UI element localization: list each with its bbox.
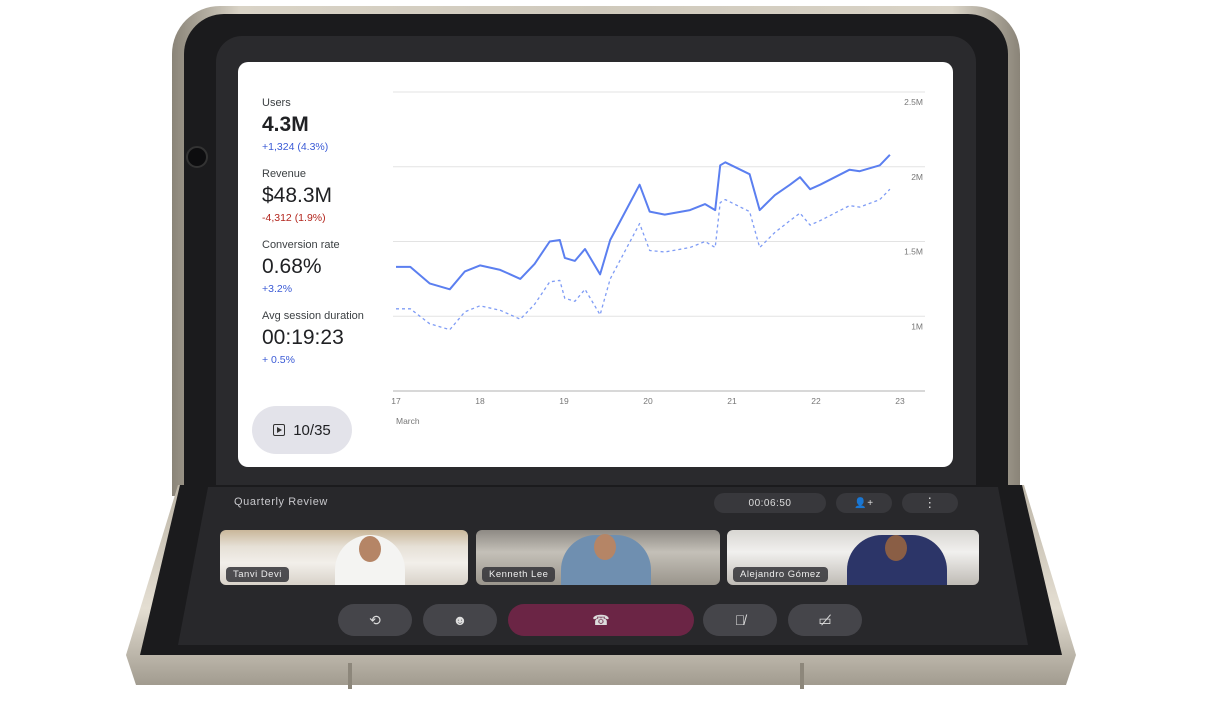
flip-camera-button[interactable]: ⟲ (338, 604, 412, 636)
presentation-slide: Users 4.3M +1,324 (4.3%) Revenue $48.3M … (238, 62, 953, 467)
stat-label-users: Users (262, 97, 291, 109)
more-options-button[interactable]: ⋮ (902, 493, 958, 513)
x-tick-label: 19 (559, 396, 569, 406)
end-call-icon: ☎ (592, 611, 610, 628)
more-vert-icon: ⋮ (923, 495, 937, 510)
camera-off-button[interactable]: ▭̸ (788, 604, 862, 636)
participant-name: Tanvi Devi (226, 567, 289, 582)
person-add-icon: 👤+ (854, 497, 874, 509)
series-line-solid (396, 154, 891, 291)
x-tick-label: 23 (895, 396, 905, 406)
slide-counter-button[interactable]: 10/35 (252, 406, 352, 454)
y-tick-label: 2M (911, 172, 923, 182)
participant-tile[interactable]: Kenneth Lee (476, 530, 720, 585)
participant-tile[interactable]: Alejandro Gómez (727, 530, 979, 585)
hinge-mark (800, 663, 804, 689)
emoji-icon: ☻ (452, 612, 468, 628)
participant-name: Alejandro Gómez (733, 567, 828, 582)
series-line-dashed (396, 188, 891, 331)
stat-delta-session: + 0.5% (262, 354, 295, 366)
stat-value-revenue: $48.3M (262, 184, 333, 207)
participant-name: Kenneth Lee (482, 567, 556, 582)
y-tick-label: 1.5M (904, 247, 923, 257)
mute-button[interactable]: 🎙̸ (703, 604, 777, 636)
meeting-title: Quarterly Review (234, 496, 328, 508)
stat-delta-conversion: +3.2% (262, 283, 293, 295)
stat-label-session: Avg session duration (262, 310, 364, 322)
mic-off-icon: 🎙̸ (734, 612, 746, 628)
line-chart: 2.5M 2M 1.5M 1M 17 18 19 20 21 22 23 March (391, 91, 925, 426)
x-tick-label: 18 (475, 396, 485, 406)
participant-video (885, 535, 907, 561)
participant-video (594, 534, 616, 560)
call-timer: 00:06:50 (714, 493, 826, 513)
x-axis-label: March (396, 416, 420, 426)
stat-label-revenue: Revenue (262, 168, 307, 180)
stat-delta-users: +1,324 (4.3%) (262, 141, 329, 153)
x-tick-label: 20 (643, 396, 653, 406)
stat-value-users: 4.3M (262, 113, 309, 136)
flip-camera-icon: ⟲ (369, 611, 381, 628)
y-tick-label: 2.5M (904, 97, 923, 107)
hinge-mark (348, 663, 352, 689)
present-icon (273, 424, 286, 436)
x-tick-label: 22 (811, 396, 821, 406)
video-off-icon: ▭̸ (818, 611, 832, 628)
stat-delta-revenue: -4,312 (1.9%) (262, 212, 326, 224)
x-tick-label: 17 (391, 396, 401, 406)
add-person-button[interactable]: 👤+ (836, 493, 892, 513)
front-camera (186, 146, 208, 168)
x-tick-label: 21 (727, 396, 737, 406)
reactions-button[interactable]: ☻ (423, 604, 497, 636)
y-tick-label: 1M (911, 321, 923, 331)
participant-tile[interactable]: Tanvi Devi (220, 530, 468, 585)
end-call-button[interactable]: ☎ (508, 604, 694, 636)
slide-counter: 10/35 (293, 421, 331, 439)
stat-label-conversion: Conversion rate (262, 239, 340, 251)
stat-value-conversion: 0.68% (262, 255, 322, 278)
stat-value-session: 00:19:23 (262, 326, 344, 349)
participant-video (359, 536, 381, 562)
